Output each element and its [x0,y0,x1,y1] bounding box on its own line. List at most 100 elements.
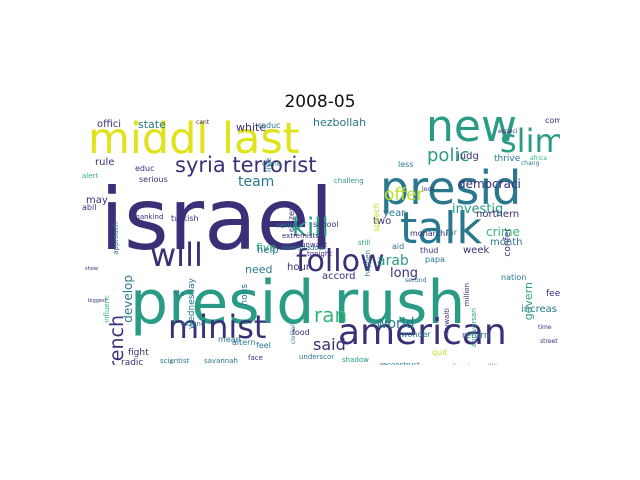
word: may [86,195,108,206]
word: fight [128,348,149,358]
word: wonder [401,330,431,339]
word: alert [82,172,99,180]
word: radic [121,358,144,366]
word: papa [425,255,445,264]
word: kill [292,213,329,243]
word: turkish [171,214,199,223]
word: savannah [204,357,238,365]
word: unwant [301,241,328,249]
word: especi [498,128,518,135]
word: slim [500,122,560,160]
word: return [462,331,490,341]
word: need [245,263,273,276]
word: overshadow [282,244,325,252]
chart-title: 2008-05 [284,92,356,112]
word: two [373,216,392,227]
word: northern [476,209,520,220]
word: anniversari [470,308,478,348]
word: abil [82,203,97,212]
word: time [538,324,552,331]
word: food [292,328,310,337]
word: street [540,338,558,345]
word: less [398,160,414,169]
word: challeng [334,177,364,185]
word: show [85,266,98,272]
word: million [463,283,471,307]
word: cant [196,119,210,126]
word: minist [168,308,267,346]
word: hour [287,262,310,273]
word-cloud: israel presid rush middl last presid new… [80,115,560,365]
word: kuwaiti [443,308,451,333]
word: presid [380,161,522,215]
word: africa [530,155,547,162]
word: look [422,186,435,193]
word: help [257,245,279,256]
word: far [446,228,458,237]
word: follow [296,244,385,279]
word: thrive [494,154,521,164]
word: offer [384,185,424,205]
word: offici [97,119,122,130]
word: altern [232,338,256,347]
word: reduc [258,121,281,130]
word: hezbollah [313,116,367,129]
word: tonight [307,250,333,258]
word: state [138,118,166,131]
word: feed [546,289,560,299]
word: extend [181,320,206,328]
word: militia [481,364,503,366]
word: middl last [88,115,300,164]
word: confer [503,228,513,257]
word: crime [486,225,520,239]
word: polic [427,145,470,166]
word: week [463,245,490,256]
word: civilian [290,323,297,344]
word: syria terrorist [175,153,317,177]
word: thud [420,246,439,255]
word: long [390,266,419,281]
word: nation [501,273,527,282]
word: second [405,277,427,284]
word: monarchi [410,229,448,238]
word: shadow [342,356,369,364]
word: develop [121,275,135,323]
word: underscor [299,353,335,361]
word: month [490,237,523,248]
word: comment [545,116,560,125]
word: investig [452,202,504,217]
word: will [150,236,203,274]
word: judg [457,151,479,162]
word: educ [135,164,155,173]
word: rule [95,157,115,168]
word: scientist [160,357,190,365]
word: approach [112,222,120,255]
word: feel [256,341,271,350]
word: serious [139,175,168,184]
word: speech [372,203,381,232]
word: fire [173,290,185,298]
word: israel [100,170,334,270]
word: arab [377,253,409,269]
word: aid [392,242,405,251]
word: american [338,312,507,353]
word: biggest [88,298,107,304]
word: reconstruct [380,361,420,366]
word: mean [218,335,241,344]
word: school [313,220,339,229]
word: talk [400,203,482,254]
word: team [238,174,275,190]
word: hous [240,284,250,306]
word: religi [277,221,297,230]
word: climat [449,364,471,366]
word: face [248,354,263,362]
word: airstrik [169,360,175,365]
word: mankind [133,213,164,221]
word: chang [521,160,540,167]
word: year [383,208,406,219]
word: quit [432,348,448,357]
word: five [256,241,277,254]
word: come [262,160,282,168]
word: presid rush [130,268,466,338]
word: democraci [458,177,521,191]
